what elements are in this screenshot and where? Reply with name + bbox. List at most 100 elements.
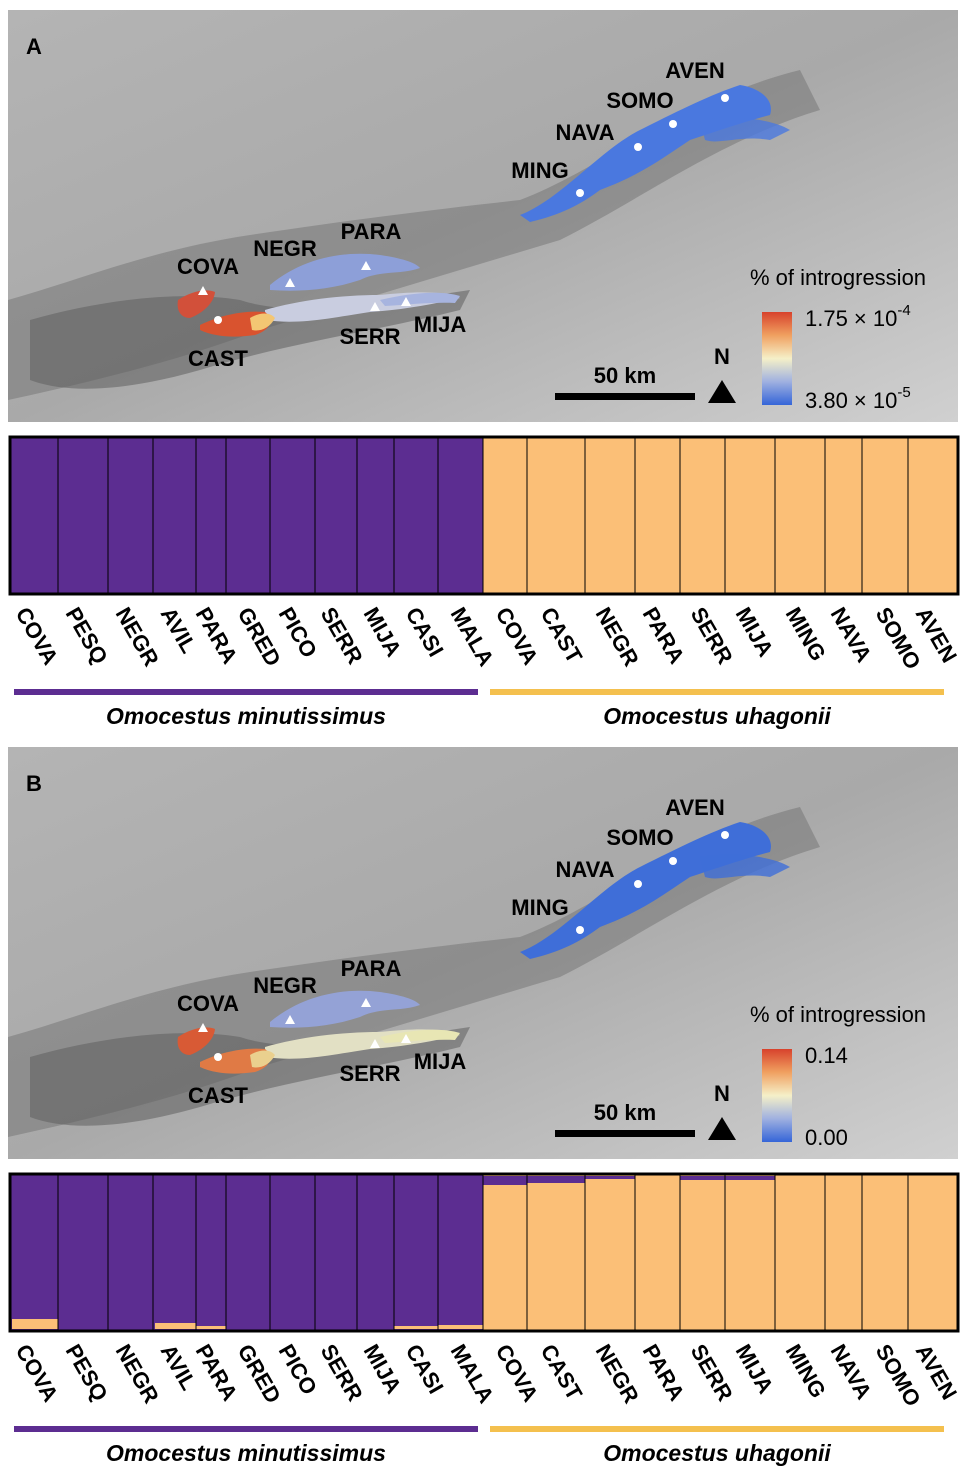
admixture: [527, 1176, 585, 1183]
population-label: PESQ: [61, 1340, 113, 1405]
population-label: SERR: [316, 1340, 368, 1406]
map: AVENSOMONAVAMINGPARANEGRCOVACASTSERRMIJA…: [8, 747, 958, 1159]
population-label: SERR: [316, 603, 368, 669]
species-name: Omocestus uhagonii: [603, 1440, 831, 1466]
species-line: [14, 689, 478, 695]
population-label: NAVA: [826, 1340, 877, 1404]
scale-label: 50 km: [594, 363, 656, 388]
species-name: Omocestus minutissimus: [106, 1440, 386, 1466]
north-label: N: [714, 1081, 730, 1106]
population-label: NAVA: [826, 603, 877, 667]
admixture: [585, 1176, 635, 1179]
site-label: MING: [511, 895, 568, 920]
population-label: COVA: [11, 1340, 64, 1406]
population-label: SERR: [686, 1340, 738, 1406]
population-label: CAST: [536, 603, 588, 668]
legend-value: 1.75 × 10-4: [805, 302, 911, 331]
population-label: MING: [781, 603, 831, 665]
legend-value-base: 0.14: [805, 1043, 848, 1068]
population-label: NEGR: [591, 603, 644, 671]
population-label: CASI: [401, 1340, 449, 1398]
admixture: [196, 1326, 226, 1329]
population-label: PARA: [638, 1340, 690, 1405]
site-label: NAVA: [555, 120, 614, 145]
admixture: [680, 1176, 725, 1180]
legend-value: 0.14: [805, 1043, 848, 1068]
population-label: CAST: [536, 1340, 588, 1405]
site-label: MIJA: [414, 312, 467, 337]
species-line: [490, 1426, 944, 1432]
legend-value-base: 3.80 × 10: [805, 388, 897, 413]
site-marker: [634, 143, 642, 151]
scale-bar: [555, 393, 695, 400]
admixture: [12, 1319, 58, 1329]
site-marker: [669, 857, 677, 865]
population-label: PESQ: [61, 603, 113, 668]
population-label: NEGR: [111, 1340, 164, 1408]
site-label: CAST: [188, 346, 248, 371]
population-label: PARA: [191, 1340, 243, 1405]
site-label: COVA: [177, 991, 239, 1016]
cluster-bar: [483, 1174, 958, 1331]
population-label: AVIL: [156, 603, 202, 657]
panel-label: B: [26, 771, 42, 796]
population-label: MIJA: [731, 603, 779, 661]
structure-plot: COVAPESQNEGRAVILPARAGREDPICOSERRMIJACASI…: [10, 1174, 962, 1466]
site-label: PARA: [341, 956, 402, 981]
site-marker: [214, 316, 222, 324]
map: AVENSOMONAVAMINGPARANEGRCOVACASTSERRMIJA…: [8, 10, 958, 422]
site-marker: [721, 94, 729, 102]
cluster-bar: [483, 437, 958, 594]
population-label: NEGR: [111, 603, 164, 671]
site-label: MIJA: [414, 1049, 467, 1074]
site-marker: [721, 831, 729, 839]
site-marker: [576, 926, 584, 934]
north-label: N: [714, 344, 730, 369]
population-label: COVA: [491, 603, 544, 669]
site-label: NEGR: [253, 236, 317, 261]
population-label: COVA: [491, 1340, 544, 1406]
species-line: [14, 1426, 478, 1432]
site-label: SOMO: [606, 88, 673, 113]
color-bar: [762, 312, 792, 405]
site-label: CAST: [188, 1083, 248, 1108]
admixture: [483, 1176, 527, 1185]
population-label: NEGR: [591, 1340, 644, 1408]
population-label: COVA: [11, 603, 64, 669]
site-marker: [669, 120, 677, 128]
site-label: SERR: [339, 1061, 400, 1086]
admixture: [394, 1326, 438, 1329]
admixture: [438, 1325, 483, 1329]
population-label: PARA: [638, 603, 690, 668]
scale-bar: [555, 1130, 695, 1137]
site-label: PARA: [341, 219, 402, 244]
legend-value: 3.80 × 10-5: [805, 384, 911, 413]
population-label: MALA: [446, 1340, 499, 1408]
population-label: MALA: [446, 603, 499, 671]
legend-value-base: 0.00: [805, 1125, 848, 1150]
site-marker: [214, 1053, 222, 1061]
legend-title: % of introgression: [750, 265, 926, 290]
scale-label: 50 km: [594, 1100, 656, 1125]
site-label: AVEN: [665, 795, 725, 820]
legend-value-base: 1.75 × 10: [805, 306, 897, 331]
site-label: SOMO: [606, 825, 673, 850]
species-name: Omocestus minutissimus: [106, 703, 386, 729]
population-label: MING: [781, 1340, 831, 1402]
legend-value-exponent: -5: [897, 384, 910, 401]
admixture: [725, 1176, 775, 1180]
legend-value-exponent: -4: [897, 302, 910, 319]
species-name: Omocestus uhagonii: [603, 703, 831, 729]
cluster-bar: [10, 1174, 483, 1331]
site-label: MING: [511, 158, 568, 183]
site-marker: [576, 189, 584, 197]
population-label: SERR: [686, 603, 738, 669]
site-marker: [634, 880, 642, 888]
legend-value: 0.00: [805, 1125, 848, 1150]
figure: AVENSOMONAVAMINGPARANEGRCOVACASTSERRMIJA…: [0, 0, 968, 1478]
population-label: AVIL: [156, 1340, 202, 1394]
admixture: [155, 1323, 196, 1329]
panel-label: A: [26, 34, 42, 59]
